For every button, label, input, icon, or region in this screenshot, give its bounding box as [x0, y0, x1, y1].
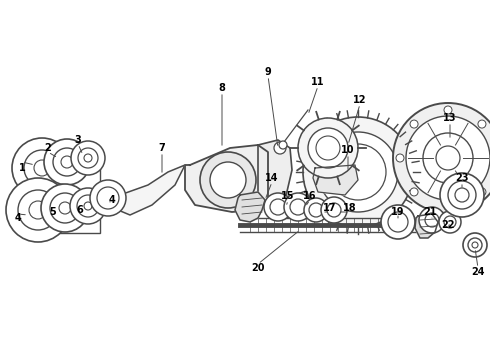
Circle shape — [439, 211, 461, 233]
Circle shape — [330, 144, 386, 200]
Text: 10: 10 — [341, 145, 355, 155]
Circle shape — [419, 207, 445, 233]
Circle shape — [200, 152, 256, 208]
Circle shape — [84, 154, 92, 162]
Circle shape — [284, 193, 312, 221]
Polygon shape — [313, 165, 358, 195]
Circle shape — [70, 188, 106, 224]
Text: 4: 4 — [15, 213, 22, 223]
Circle shape — [210, 162, 246, 198]
Text: 16: 16 — [303, 191, 317, 201]
Circle shape — [308, 128, 348, 168]
Circle shape — [264, 193, 292, 221]
Circle shape — [90, 180, 126, 216]
Text: 9: 9 — [265, 67, 271, 77]
Circle shape — [410, 120, 418, 128]
Circle shape — [78, 148, 98, 168]
Text: 6: 6 — [76, 205, 83, 215]
Circle shape — [448, 181, 476, 209]
Circle shape — [274, 142, 286, 154]
Circle shape — [327, 203, 341, 217]
Polygon shape — [185, 145, 268, 212]
Circle shape — [425, 213, 439, 227]
Circle shape — [6, 178, 70, 242]
Circle shape — [50, 193, 80, 223]
Text: 12: 12 — [353, 95, 367, 105]
Circle shape — [478, 120, 486, 128]
Circle shape — [34, 160, 50, 176]
Circle shape — [24, 150, 60, 186]
Text: 5: 5 — [49, 207, 56, 217]
Circle shape — [53, 148, 81, 176]
Text: 24: 24 — [471, 267, 485, 277]
Circle shape — [97, 187, 119, 209]
Circle shape — [423, 133, 473, 183]
Circle shape — [304, 198, 328, 222]
Text: 23: 23 — [455, 173, 469, 183]
Text: 18: 18 — [343, 203, 357, 213]
Circle shape — [318, 132, 398, 212]
Circle shape — [472, 242, 478, 248]
Polygon shape — [235, 192, 265, 222]
Circle shape — [444, 106, 452, 114]
Text: 8: 8 — [219, 83, 225, 93]
Circle shape — [393, 103, 490, 213]
Polygon shape — [415, 214, 438, 238]
Circle shape — [77, 195, 99, 217]
Text: 2: 2 — [45, 143, 51, 153]
Circle shape — [290, 199, 306, 215]
Circle shape — [303, 117, 413, 227]
Text: 17: 17 — [323, 203, 337, 213]
Circle shape — [381, 205, 415, 239]
Circle shape — [61, 156, 73, 168]
Text: 20: 20 — [251, 263, 265, 273]
Text: 13: 13 — [443, 113, 457, 123]
Text: 7: 7 — [159, 143, 166, 153]
Text: 22: 22 — [441, 220, 455, 230]
Text: 14: 14 — [265, 173, 279, 183]
Text: 19: 19 — [391, 207, 405, 217]
Circle shape — [270, 199, 286, 215]
Circle shape — [71, 141, 105, 175]
Bar — [28, 148, 100, 233]
Circle shape — [444, 216, 456, 228]
Circle shape — [12, 138, 72, 198]
Circle shape — [463, 233, 487, 257]
Circle shape — [279, 141, 287, 149]
Text: 1: 1 — [19, 163, 25, 173]
Circle shape — [406, 116, 490, 200]
Polygon shape — [258, 140, 292, 210]
Circle shape — [444, 202, 452, 210]
Circle shape — [298, 118, 358, 178]
Circle shape — [321, 197, 347, 223]
Circle shape — [18, 190, 58, 230]
Text: 3: 3 — [74, 135, 81, 145]
Circle shape — [41, 184, 89, 232]
Circle shape — [316, 136, 340, 160]
Polygon shape — [118, 165, 185, 215]
Circle shape — [468, 238, 482, 252]
Circle shape — [478, 188, 486, 196]
Text: 4: 4 — [109, 195, 115, 205]
Circle shape — [436, 146, 460, 170]
Text: 21: 21 — [423, 207, 437, 217]
Circle shape — [455, 188, 469, 202]
Circle shape — [59, 202, 71, 214]
Circle shape — [84, 202, 92, 210]
Circle shape — [410, 188, 418, 196]
Text: 15: 15 — [281, 191, 295, 201]
Circle shape — [396, 154, 404, 162]
Circle shape — [29, 201, 47, 219]
Circle shape — [44, 139, 90, 185]
Circle shape — [388, 212, 408, 232]
Text: 11: 11 — [311, 77, 325, 87]
Circle shape — [309, 203, 323, 217]
Circle shape — [440, 173, 484, 217]
